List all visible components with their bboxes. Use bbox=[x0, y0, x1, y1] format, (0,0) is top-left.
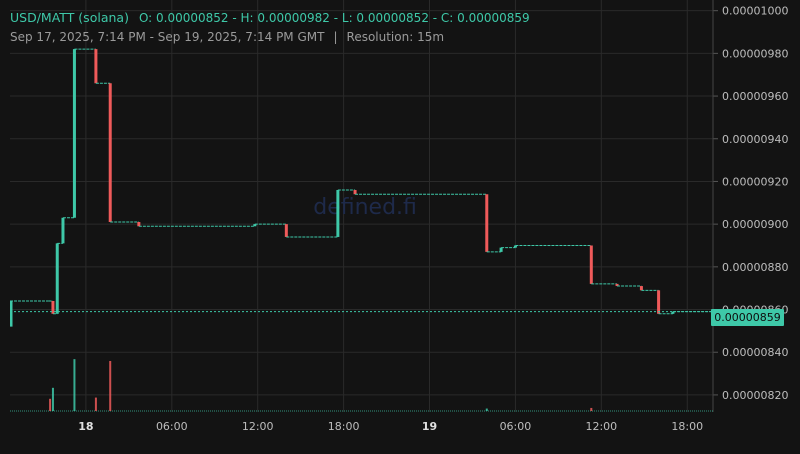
resolution-label: Resolution: 15m bbox=[346, 30, 445, 44]
chart-header: USD/MATT (solana) O: 0.00000852 - H: 0.0… bbox=[10, 10, 530, 44]
price-candle bbox=[55, 243, 59, 314]
y-axis-label: 0.00000820 bbox=[722, 389, 788, 402]
volume-bar bbox=[485, 408, 488, 411]
price-candle bbox=[499, 247, 503, 252]
x-axis-label: 19 bbox=[422, 420, 437, 433]
y-axis-label: 0.00000880 bbox=[722, 261, 788, 274]
price-candle bbox=[61, 217, 65, 244]
price-candle bbox=[639, 286, 643, 291]
pair-name: USD/MATT (solana) bbox=[10, 10, 129, 25]
x-axis-label: 12:00 bbox=[585, 420, 617, 433]
price-candle bbox=[353, 189, 357, 195]
price-candle bbox=[51, 300, 55, 314]
volume-bar bbox=[590, 407, 593, 411]
y-axis-label: 0.00000900 bbox=[722, 218, 788, 231]
price-candle bbox=[72, 49, 76, 218]
current-price-label: 0.00000859 bbox=[711, 309, 784, 326]
y-axis-label: 0.00000840 bbox=[722, 346, 788, 359]
volume-bar bbox=[49, 398, 52, 411]
price-candle bbox=[513, 245, 517, 248]
watermark: defined.fi bbox=[313, 195, 417, 220]
y-axis-label: 0.00000980 bbox=[722, 47, 788, 60]
price-candle bbox=[657, 290, 661, 314]
price-candle bbox=[284, 224, 288, 237]
x-axis-label: 18:00 bbox=[328, 420, 360, 433]
x-axis-label: 18:00 bbox=[671, 420, 703, 433]
y-axis-label: 0.00001000 bbox=[722, 5, 788, 18]
x-axis-label: 18 bbox=[78, 420, 93, 433]
price-candle bbox=[615, 283, 619, 287]
price-candle bbox=[253, 224, 257, 227]
price-candle bbox=[671, 311, 675, 314]
y-axis-label: 0.00000960 bbox=[722, 90, 788, 103]
price-candle bbox=[589, 245, 593, 284]
x-axis-label: 12:00 bbox=[242, 420, 274, 433]
price-candle bbox=[108, 83, 112, 223]
date-range: Sep 17, 2025, 7:14 PM - Sep 19, 2025, 7:… bbox=[10, 30, 325, 44]
volume-bar bbox=[51, 387, 54, 411]
header-separator: | bbox=[333, 30, 338, 44]
ohlc-values: O: 0.00000852 - H: 0.00000982 - L: 0.000… bbox=[138, 11, 530, 25]
price-candle bbox=[336, 189, 340, 237]
x-axis-label: 06:00 bbox=[156, 420, 188, 433]
price-candle bbox=[94, 49, 98, 84]
price-candle bbox=[137, 222, 141, 227]
volume-bar bbox=[73, 359, 76, 411]
y-axis-label: 0.00000920 bbox=[722, 175, 788, 188]
price-candle bbox=[10, 300, 13, 327]
y-axis-label: 0.00000940 bbox=[722, 133, 788, 146]
x-axis-label: 06:00 bbox=[500, 420, 532, 433]
price-candle bbox=[485, 194, 489, 252]
volume-bar bbox=[94, 397, 97, 411]
volume-bar bbox=[109, 360, 112, 411]
